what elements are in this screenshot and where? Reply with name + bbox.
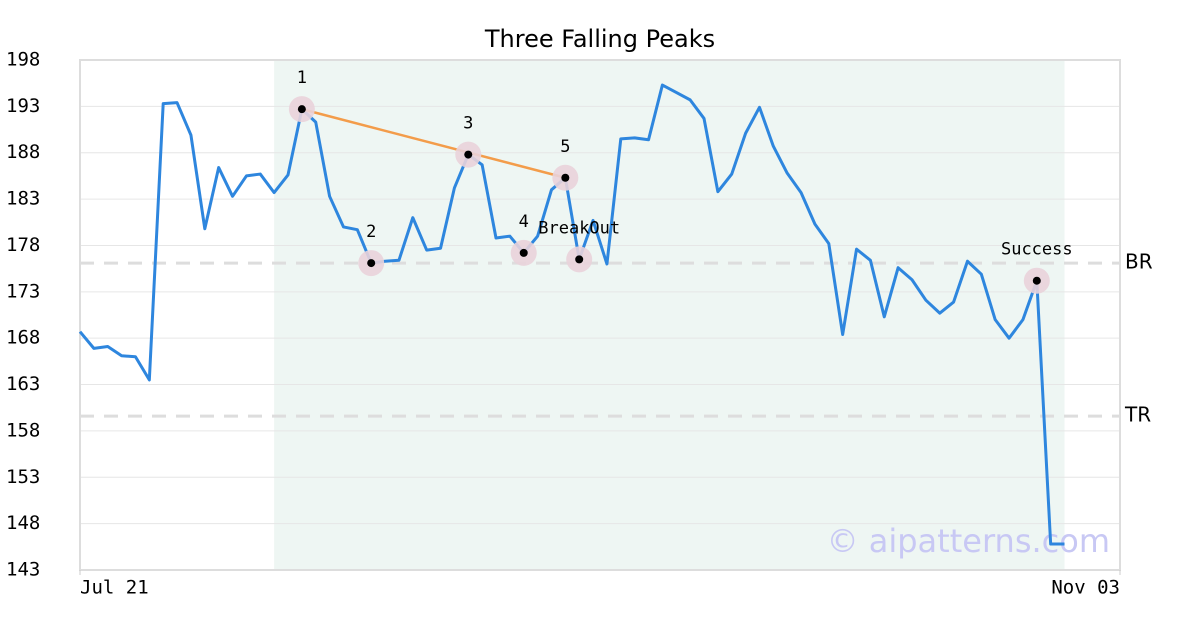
annotation-label: Success [1001,240,1073,260]
marker-dot [519,248,528,257]
watermark: © aipatterns.com [827,522,1110,560]
marker-dot [561,173,570,182]
marker-dot [464,150,473,159]
y-tick-label: 193 [6,95,40,117]
y-tick-label: 163 [6,373,40,395]
x-tick-label: Jul 21 [80,577,149,599]
y-tick-label: 148 [6,512,40,534]
reference-label: BR [1125,250,1153,274]
chart-title: Three Falling Peaks [484,25,715,53]
price-line [78,83,1065,546]
x-tick-label: Nov 03 [1051,577,1120,599]
marker-dot [367,259,376,268]
annotation-label: 1 [297,68,307,88]
reference-label: TR [1124,403,1151,427]
annotation-label: 3 [463,114,473,134]
plot-frame [79,59,1121,571]
y-tick-label: 178 [6,234,40,256]
annotation-label: 4 [519,212,529,232]
y-tick-label: 183 [6,188,40,210]
marker-dot [575,255,584,264]
annotation-label: 2 [366,222,376,242]
y-tick-label: 198 [6,49,40,71]
marker-dot [297,105,306,114]
y-tick-label: 173 [6,280,40,302]
y-tick-label: 143 [6,559,40,581]
y-tick-label: 158 [6,419,40,441]
y-tick-label: 168 [6,327,40,349]
highlight-region [274,60,1065,570]
y-tick-label: 188 [6,141,40,163]
annotation-label: 5 [560,137,570,157]
marker-dot [1032,276,1041,285]
annotation-label: BreakOut [538,218,620,238]
trend-line [301,107,566,179]
y-tick-label: 153 [6,466,40,488]
